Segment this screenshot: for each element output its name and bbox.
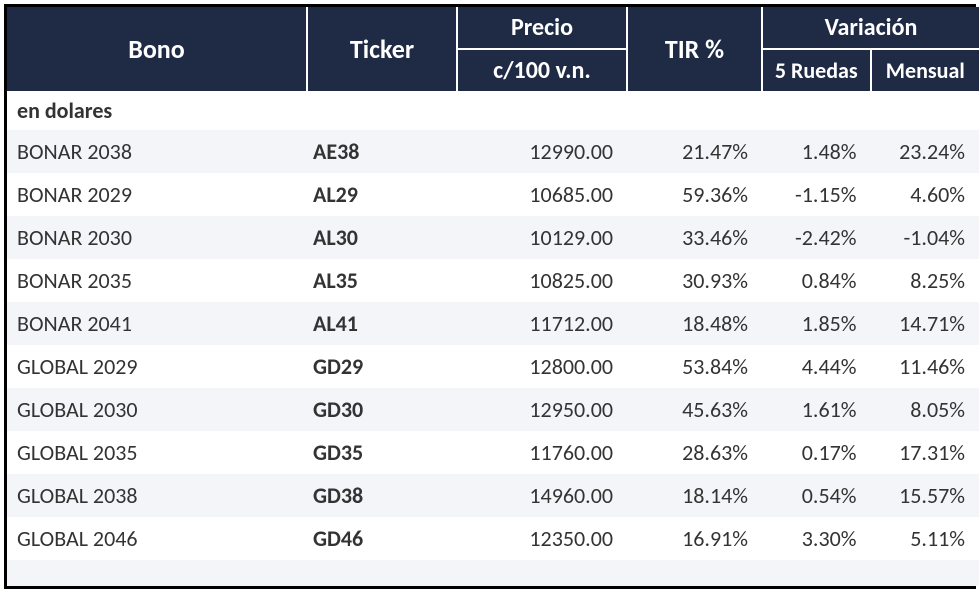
col-header-ticker: Ticker (307, 7, 457, 91)
cell-vmen: 4.60% (871, 173, 980, 216)
cell-bono: GLOBAL 2035 (7, 431, 307, 474)
cell-tir: 16.91% (627, 517, 762, 560)
cell-vmen: 23.24% (871, 130, 980, 173)
table-footer-spacer (7, 560, 979, 586)
cell-bono: GLOBAL 2030 (7, 388, 307, 431)
table-row: GLOBAL 2030 GD30 12950.00 45.63% 1.61% 8… (7, 388, 979, 431)
cell-bono: GLOBAL 2046 (7, 517, 307, 560)
section-row: en dolares (7, 91, 979, 130)
cell-v5: 4.44% (762, 345, 871, 388)
col-header-tir: TIR % (627, 7, 762, 91)
table-row: BONAR 2029 AL29 10685.00 59.36% -1.15% 4… (7, 173, 979, 216)
cell-bono: BONAR 2029 (7, 173, 307, 216)
cell-vmen: 17.31% (871, 431, 980, 474)
cell-tir: 28.63% (627, 431, 762, 474)
cell-vmen: 14.71% (871, 302, 980, 345)
cell-tir: 59.36% (627, 173, 762, 216)
cell-precio: 14960.00 (457, 474, 627, 517)
cell-v5: 1.48% (762, 130, 871, 173)
table-row: BONAR 2041 AL41 11712.00 18.48% 1.85% 14… (7, 302, 979, 345)
cell-precio: 12350.00 (457, 517, 627, 560)
cell-ticker: AE38 (307, 130, 457, 173)
cell-bono: GLOBAL 2029 (7, 345, 307, 388)
cell-tir: 18.48% (627, 302, 762, 345)
cell-precio: 12800.00 (457, 345, 627, 388)
cell-ticker: AL35 (307, 259, 457, 302)
bond-table: Bono Ticker Precio TIR % Variación c/100… (7, 7, 979, 586)
bond-table-container: Bono Ticker Precio TIR % Variación c/100… (4, 4, 976, 589)
cell-vmen: -1.04% (871, 216, 980, 259)
cell-tir: 45.63% (627, 388, 762, 431)
table-row: GLOBAL 2038 GD38 14960.00 18.14% 0.54% 1… (7, 474, 979, 517)
cell-vmen: 8.25% (871, 259, 980, 302)
cell-tir: 21.47% (627, 130, 762, 173)
table-row: BONAR 2038 AE38 12990.00 21.47% 1.48% 23… (7, 130, 979, 173)
col-header-precio-sub: c/100 v.n. (457, 49, 627, 91)
cell-v5: 1.61% (762, 388, 871, 431)
cell-vmen: 8.05% (871, 388, 980, 431)
cell-bono: BONAR 2038 (7, 130, 307, 173)
cell-vmen: 5.11% (871, 517, 980, 560)
cell-ticker: GD38 (307, 474, 457, 517)
cell-ticker: AL30 (307, 216, 457, 259)
cell-v5: 3.30% (762, 517, 871, 560)
section-label: en dolares (7, 91, 979, 130)
table-row: GLOBAL 2046 GD46 12350.00 16.91% 3.30% 5… (7, 517, 979, 560)
cell-precio: 11712.00 (457, 302, 627, 345)
col-header-5ruedas: 5 Ruedas (762, 49, 871, 91)
cell-ticker: GD30 (307, 388, 457, 431)
cell-v5: 0.17% (762, 431, 871, 474)
table-row: GLOBAL 2029 GD29 12800.00 53.84% 4.44% 1… (7, 345, 979, 388)
cell-ticker: GD29 (307, 345, 457, 388)
cell-tir: 18.14% (627, 474, 762, 517)
col-header-precio: Precio (457, 7, 627, 49)
table-row: BONAR 2035 AL35 10825.00 30.93% 0.84% 8.… (7, 259, 979, 302)
cell-v5: 0.54% (762, 474, 871, 517)
bond-table-body: en dolares BONAR 2038 AE38 12990.00 21.4… (7, 91, 979, 586)
cell-precio: 10129.00 (457, 216, 627, 259)
col-header-mensual: Mensual (871, 49, 980, 91)
cell-v5: -2.42% (762, 216, 871, 259)
cell-v5: 1.85% (762, 302, 871, 345)
cell-tir: 33.46% (627, 216, 762, 259)
table-row: GLOBAL 2035 GD35 11760.00 28.63% 0.17% 1… (7, 431, 979, 474)
cell-bono: BONAR 2041 (7, 302, 307, 345)
cell-vmen: 11.46% (871, 345, 980, 388)
cell-vmen: 15.57% (871, 474, 980, 517)
col-header-variacion: Variación (762, 7, 979, 49)
cell-precio: 10685.00 (457, 173, 627, 216)
cell-bono: BONAR 2030 (7, 216, 307, 259)
cell-ticker: AL41 (307, 302, 457, 345)
cell-precio: 12950.00 (457, 388, 627, 431)
cell-bono: GLOBAL 2038 (7, 474, 307, 517)
cell-precio: 11760.00 (457, 431, 627, 474)
cell-v5: -1.15% (762, 173, 871, 216)
col-header-bono: Bono (7, 7, 307, 91)
cell-precio: 12990.00 (457, 130, 627, 173)
cell-ticker: GD46 (307, 517, 457, 560)
cell-tir: 30.93% (627, 259, 762, 302)
cell-v5: 0.84% (762, 259, 871, 302)
cell-tir: 53.84% (627, 345, 762, 388)
table-row: BONAR 2030 AL30 10129.00 33.46% -2.42% -… (7, 216, 979, 259)
cell-bono: BONAR 2035 (7, 259, 307, 302)
cell-precio: 10825.00 (457, 259, 627, 302)
cell-ticker: GD35 (307, 431, 457, 474)
cell-ticker: AL29 (307, 173, 457, 216)
